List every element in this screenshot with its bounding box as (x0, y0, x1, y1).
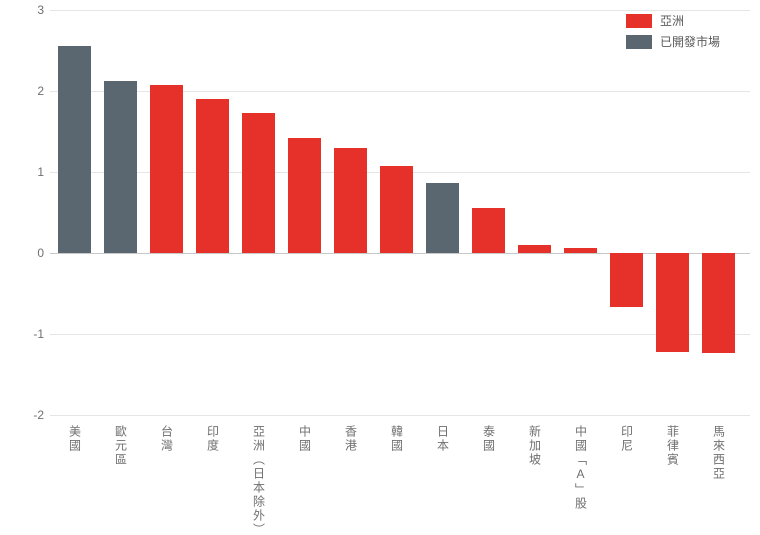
bar (426, 183, 459, 253)
bar (656, 253, 689, 352)
legend-swatch-dm (626, 35, 652, 49)
ytick-label: -1 (4, 327, 44, 341)
gridline (50, 253, 750, 254)
gridline (50, 334, 750, 335)
ytick-label: 1 (4, 165, 44, 179)
xtick-label: 台灣 (150, 425, 183, 456)
bar (518, 245, 551, 253)
bar (702, 253, 735, 353)
ytick-label: 3 (4, 3, 44, 17)
plot-area (50, 10, 750, 415)
xtick-label: 韓國 (380, 425, 413, 456)
xtick-label: 印尼 (610, 425, 643, 456)
bar (58, 46, 91, 253)
bar (564, 248, 597, 253)
xtick-label: 馬來西亞 (702, 425, 735, 484)
xtick-label: 香港 (334, 425, 367, 456)
legend-item-dm: 已開發市場 (626, 33, 720, 50)
bar (104, 81, 137, 253)
legend-item-asia: 亞洲 (626, 12, 720, 29)
bar (242, 113, 275, 253)
xtick-label: 日本 (426, 425, 459, 456)
xtick-label: 美國 (58, 425, 91, 456)
legend: 亞洲 已開發市場 (626, 12, 720, 54)
bar (288, 138, 321, 253)
ytick-label: 0 (4, 246, 44, 260)
bar (380, 166, 413, 253)
xtick-label: 中國 (288, 425, 321, 456)
ytick-label: 2 (4, 84, 44, 98)
bar-chart: 亞洲 已開發市場 -2 -1 0 1 2 3 美國歐元區台灣印度亞洲（日本除外） 中國香港韓國… (0, 0, 760, 535)
xtick-label: 新加坡 (518, 425, 551, 470)
bar (196, 99, 229, 253)
bar (150, 85, 183, 253)
gridline (50, 415, 750, 416)
xtick-label: 泰國 (472, 425, 505, 456)
gridline (50, 10, 750, 11)
bar (610, 253, 643, 307)
xtick-label: 印度 (196, 425, 229, 456)
bar (472, 208, 505, 253)
legend-swatch-asia (626, 14, 652, 28)
xtick-label: 菲律賓 (656, 425, 689, 470)
xtick-label: 亞洲（日本除外） (242, 425, 275, 535)
legend-label-asia: 亞洲 (660, 12, 684, 29)
ytick-label: -2 (4, 408, 44, 422)
bar (334, 148, 367, 253)
xtick-label: 歐元區 (104, 425, 137, 470)
legend-label-dm: 已開發市場 (660, 33, 720, 50)
xtick-label: 中國「A」股 (564, 425, 597, 514)
